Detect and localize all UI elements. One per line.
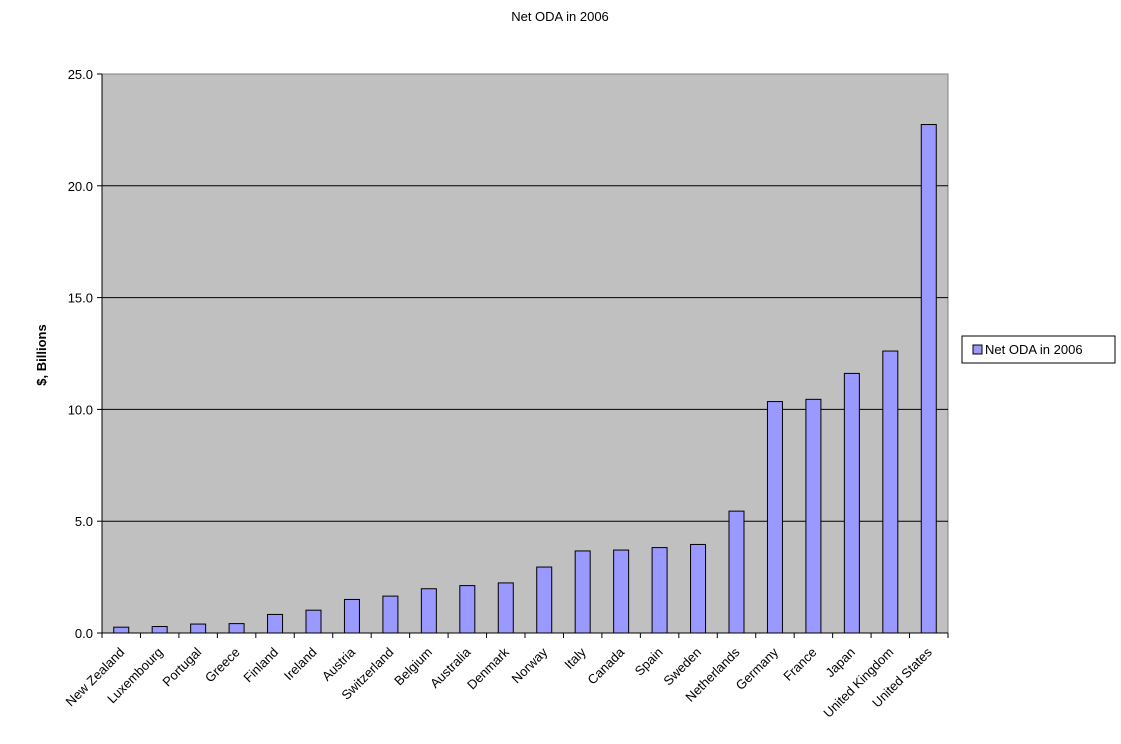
bar: [151, 626, 168, 634]
x-tick-label: Germany: [733, 644, 782, 693]
bar: [459, 585, 476, 634]
bar: [613, 549, 630, 634]
bar: [536, 566, 553, 634]
legend-box: [961, 335, 1116, 364]
x-tick-label: Ireland: [281, 645, 320, 684]
bar: [920, 124, 937, 634]
bar: [805, 398, 822, 634]
legend-swatch: [972, 344, 983, 355]
bar: [882, 350, 899, 634]
y-tick-label: 5.0: [75, 514, 93, 529]
x-tick-label: Greece: [202, 645, 243, 686]
x-tick-label: Finland: [240, 645, 281, 686]
y-tick-label: 0.0: [75, 626, 93, 641]
y-tick-label: 25.0: [68, 67, 93, 82]
x-tick-label: Norway: [509, 644, 551, 686]
bar: [574, 550, 591, 634]
bar: [420, 588, 437, 634]
bar: [690, 543, 707, 634]
bar: [305, 609, 322, 634]
chart-title: Net ODA in 2006: [511, 9, 609, 24]
bar: [113, 626, 130, 634]
x-tick-label: Italy: [561, 644, 589, 672]
x-tick-label: Portugal: [159, 644, 204, 689]
bar: [190, 623, 207, 634]
legend: Net ODA in 2006: [961, 335, 1116, 364]
y-tick-label: 20.0: [68, 179, 93, 194]
bar: [267, 613, 284, 634]
y-axis-label: $, Billions: [34, 324, 49, 385]
y-tick-label: 15.0: [68, 291, 93, 306]
bar: [343, 598, 360, 634]
bar: [382, 595, 399, 634]
bar: [651, 547, 668, 634]
x-tick-label: Japan: [822, 645, 858, 681]
x-tick-label: France: [780, 645, 819, 684]
x-tick-label: Canada: [584, 644, 627, 687]
bar: [228, 623, 245, 634]
bar: [728, 510, 745, 634]
x-tick-label: Spain: [632, 645, 666, 679]
bar: [497, 582, 514, 634]
y-tick-label: 10.0: [68, 402, 93, 417]
bars: [113, 124, 937, 634]
x-tick-label: Denmark: [464, 644, 512, 692]
bar: [843, 372, 860, 634]
legend-label: Net ODA in 2006: [985, 342, 1083, 357]
bar: [766, 401, 783, 634]
